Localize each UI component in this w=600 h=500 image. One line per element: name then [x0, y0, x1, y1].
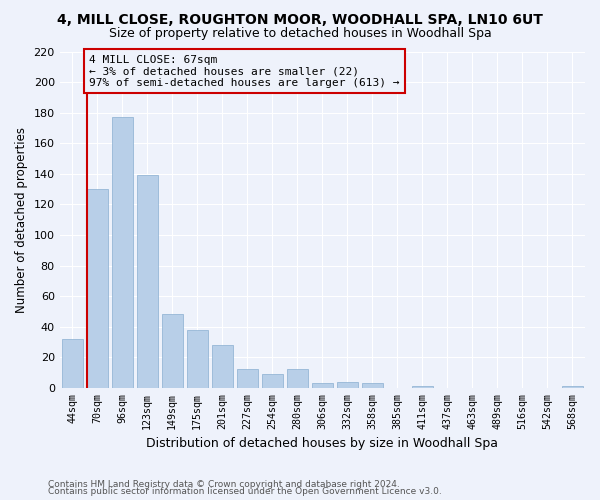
Text: 4, MILL CLOSE, ROUGHTON MOOR, WOODHALL SPA, LN10 6UT: 4, MILL CLOSE, ROUGHTON MOOR, WOODHALL S…	[57, 12, 543, 26]
Bar	[287, 370, 308, 388]
X-axis label: Distribution of detached houses by size in Woodhall Spa: Distribution of detached houses by size …	[146, 437, 499, 450]
Text: Contains HM Land Registry data © Crown copyright and database right 2024.: Contains HM Land Registry data © Crown c…	[48, 480, 400, 489]
Bar	[562, 386, 583, 388]
Text: 4 MILL CLOSE: 67sqm
← 3% of detached houses are smaller (22)
97% of semi-detache: 4 MILL CLOSE: 67sqm ← 3% of detached hou…	[89, 54, 400, 88]
Text: Size of property relative to detached houses in Woodhall Spa: Size of property relative to detached ho…	[109, 28, 491, 40]
Bar	[161, 314, 183, 388]
Bar	[62, 339, 83, 388]
Bar	[312, 383, 333, 388]
Bar	[412, 386, 433, 388]
Bar	[236, 370, 258, 388]
Bar	[112, 117, 133, 388]
Bar	[362, 383, 383, 388]
Bar	[212, 345, 233, 388]
Bar	[86, 189, 108, 388]
Y-axis label: Number of detached properties: Number of detached properties	[15, 126, 28, 312]
Bar	[337, 382, 358, 388]
Bar	[137, 176, 158, 388]
Bar	[187, 330, 208, 388]
Text: Contains public sector information licensed under the Open Government Licence v3: Contains public sector information licen…	[48, 488, 442, 496]
Bar	[262, 374, 283, 388]
